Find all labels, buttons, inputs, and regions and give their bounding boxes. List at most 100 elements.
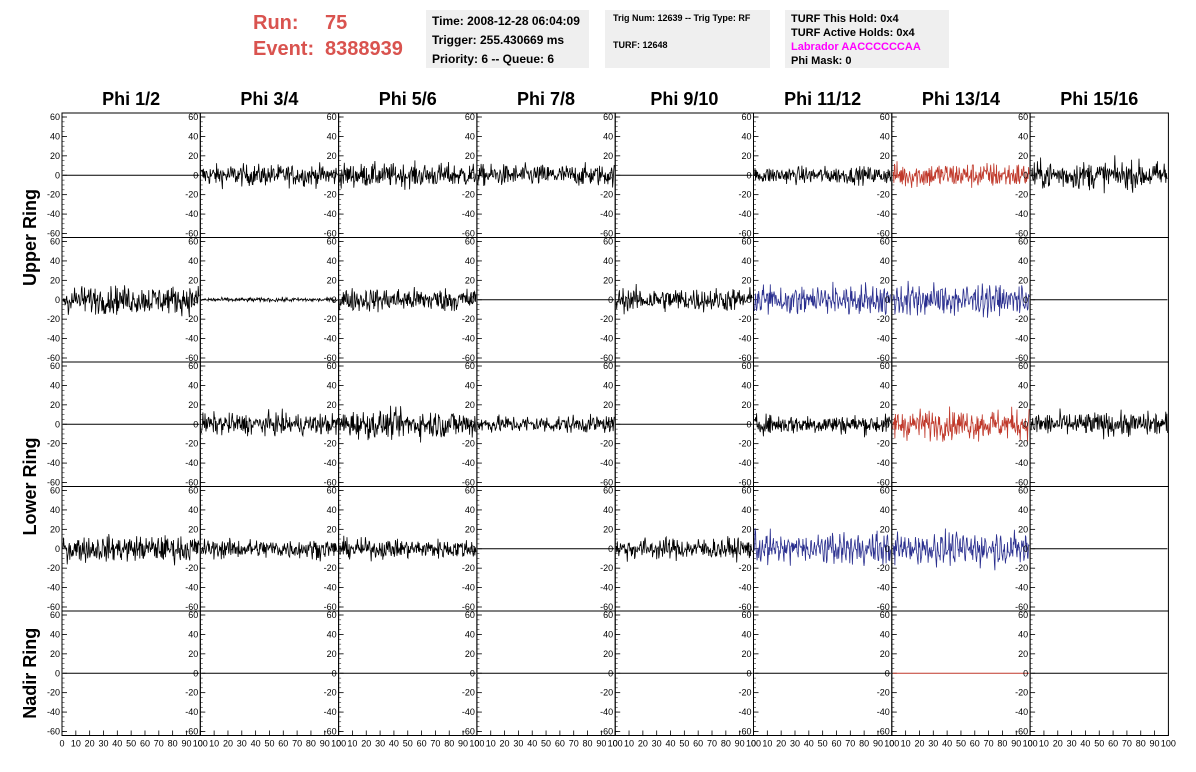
y-tick-label: -20 <box>462 688 475 698</box>
y-tick-label: -40 <box>877 334 890 344</box>
y-tick-label: -20 <box>324 563 337 573</box>
y-tick-label: 60 <box>880 610 890 620</box>
y-tick-label: -20 <box>324 190 337 200</box>
x-tick-label: 70 <box>292 739 302 749</box>
y-tick-label: -20 <box>1015 563 1028 573</box>
y-tick-label: 60 <box>603 237 613 247</box>
phi-mask-text: Phi Mask: 0 <box>791 55 852 67</box>
turf-this-hold-text: TURF This Hold: 0x4 <box>791 13 899 25</box>
y-tick-label: -60 <box>47 602 60 612</box>
y-tick-label: -60 <box>738 478 751 488</box>
x-tick-label: 80 <box>583 739 593 749</box>
x-tick-label: 20 <box>1053 739 1063 749</box>
y-tick-label: 60 <box>188 361 198 371</box>
y-tick-label: 60 <box>327 361 337 371</box>
y-tick-label: -40 <box>877 583 890 593</box>
run-event-header: Run: 75 Event: 8388939 <box>253 10 403 62</box>
waveform-trace <box>62 285 200 317</box>
y-tick-label: 0 <box>885 170 890 180</box>
waveform-trace <box>200 408 338 438</box>
y-tick-label: 0 <box>55 295 60 305</box>
x-tick-label: 40 <box>389 739 399 749</box>
y-tick-label: 40 <box>741 505 751 515</box>
x-tick-label: 40 <box>112 739 122 749</box>
y-tick-label: 60 <box>1018 610 1028 620</box>
x-tick-label: 50 <box>679 739 689 749</box>
y-tick-label: 20 <box>188 649 198 659</box>
x-tick-label: 100 <box>1161 739 1176 749</box>
y-tick-label: -20 <box>877 439 890 449</box>
x-tick-label: 30 <box>652 739 662 749</box>
x-tick-label: 10 <box>624 739 634 749</box>
x-tick-label: 70 <box>984 739 994 749</box>
column-title: Phi 15/16 <box>1060 89 1138 109</box>
x-tick-label: 10 <box>1039 739 1049 749</box>
y-tick-label: 20 <box>741 400 751 410</box>
waveform-trace <box>615 283 753 315</box>
y-tick-label: -20 <box>738 688 751 698</box>
x-tick-label: 50 <box>956 739 966 749</box>
y-tick-label: 40 <box>188 380 198 390</box>
y-tick-label: 40 <box>50 380 60 390</box>
x-tick-label: 90 <box>320 739 330 749</box>
y-tick-label: -20 <box>738 314 751 324</box>
waveform-trace <box>892 528 1030 571</box>
x-tick-label: 40 <box>527 739 537 749</box>
y-tick-label: -20 <box>600 190 613 200</box>
y-tick-label: -60 <box>462 727 475 737</box>
y-tick-label: 20 <box>50 400 60 410</box>
waveform-trace <box>339 405 477 443</box>
waveform-trace <box>754 165 892 186</box>
y-tick-label: 20 <box>188 524 198 534</box>
y-tick-label: -40 <box>185 583 198 593</box>
y-tick-label: -60 <box>738 229 751 239</box>
y-tick-label: 40 <box>741 380 751 390</box>
y-tick-label: -40 <box>47 707 60 717</box>
x-tick-label: 20 <box>500 739 510 749</box>
waveform-trace <box>339 535 477 562</box>
y-tick-label: 20 <box>50 524 60 534</box>
x-tick-label: 90 <box>596 739 606 749</box>
x-tick-label: 20 <box>914 739 924 749</box>
column-title: Phi 11/12 <box>784 89 861 109</box>
event-value: 8388939 <box>325 38 403 60</box>
y-tick-label: 20 <box>741 275 751 285</box>
x-tick-label: 100 <box>469 739 484 749</box>
priority-text: Priority: 6 -- Queue: 6 <box>432 52 555 66</box>
y-tick-label: -20 <box>47 688 60 698</box>
x-tick-label: 80 <box>859 739 869 749</box>
y-tick-label: -60 <box>324 229 337 239</box>
x-tick-label: 80 <box>168 739 178 749</box>
y-tick-label: 40 <box>880 380 890 390</box>
y-tick-label: -20 <box>324 439 337 449</box>
y-tick-label: 0 <box>193 295 198 305</box>
y-tick-label: 0 <box>746 170 751 180</box>
y-tick-label: 60 <box>188 112 198 122</box>
y-tick-label: 60 <box>50 112 60 122</box>
y-tick-label: -40 <box>877 209 890 219</box>
turf-active-holds-text: TURF Active Holds: 0x4 <box>791 27 915 39</box>
waveform-trace <box>1030 408 1168 440</box>
y-tick-label: 40 <box>327 256 337 266</box>
y-tick-label: -40 <box>738 458 751 468</box>
x-tick-label: 80 <box>1136 739 1146 749</box>
y-tick-label: -60 <box>47 727 60 737</box>
y-tick-label: 20 <box>50 275 60 285</box>
x-tick-label: 0 <box>751 739 756 749</box>
y-tick-label: -20 <box>324 688 337 698</box>
y-tick-label: -40 <box>47 334 60 344</box>
y-tick-label: -60 <box>1015 353 1028 363</box>
x-tick-label: 100 <box>193 739 208 749</box>
y-tick-label: -60 <box>324 727 337 737</box>
y-tick-label: -60 <box>462 478 475 488</box>
y-tick-label: -60 <box>1015 727 1028 737</box>
y-tick-label: 20 <box>603 649 613 659</box>
turf-info-box: TURF This Hold: 0x4 TURF Active Holds: 0… <box>785 10 949 68</box>
x-tick-label: 10 <box>486 739 496 749</box>
y-tick-label: -40 <box>462 334 475 344</box>
x-tick-label: 20 <box>85 739 95 749</box>
y-tick-label: 20 <box>465 151 475 161</box>
x-tick-label: 60 <box>140 739 150 749</box>
y-tick-label: -20 <box>462 563 475 573</box>
x-tick-label: 50 <box>818 739 828 749</box>
